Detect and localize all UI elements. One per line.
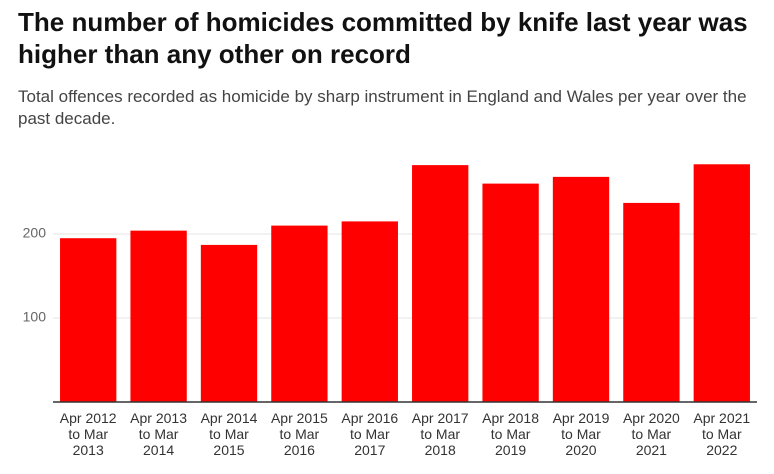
bar (200, 244, 258, 402)
x-tick-label: Apr 2018 to Mar 2019 (482, 410, 539, 458)
x-tick-label: Apr 2012 to Mar 2013 (59, 410, 117, 458)
bar (271, 225, 328, 402)
x-tick-label: Apr 2013 to Mar 2014 (130, 410, 187, 458)
bar (482, 183, 539, 402)
bar (341, 221, 398, 402)
x-tick-label: Apr 2021 to Mar 2022 (693, 410, 751, 458)
bar (552, 176, 610, 402)
bar (60, 238, 117, 402)
x-tick-label: Apr 2015 to Mar 2016 (270, 410, 328, 458)
bar (623, 202, 680, 402)
y-tick-label: 100 (23, 309, 47, 325)
bar (693, 164, 750, 402)
x-tick-label: Apr 2017 to Mar 2018 (411, 410, 469, 458)
bar (412, 165, 469, 402)
x-tick-label: Apr 2016 to Mar 2017 (341, 410, 399, 458)
x-tick-label: Apr 2020 to Mar 2021 (622, 410, 680, 458)
y-tick-label: 200 (23, 225, 47, 241)
chart-subtitle: Total offences recorded as homicide by s… (18, 87, 747, 128)
x-tick-label: Apr 2014 to Mar 2015 (200, 410, 258, 458)
chart-title: The number of homicides committed by kni… (18, 7, 748, 69)
bar (130, 230, 187, 402)
x-tick-label: Apr 2019 to Mar 2020 (552, 410, 610, 458)
